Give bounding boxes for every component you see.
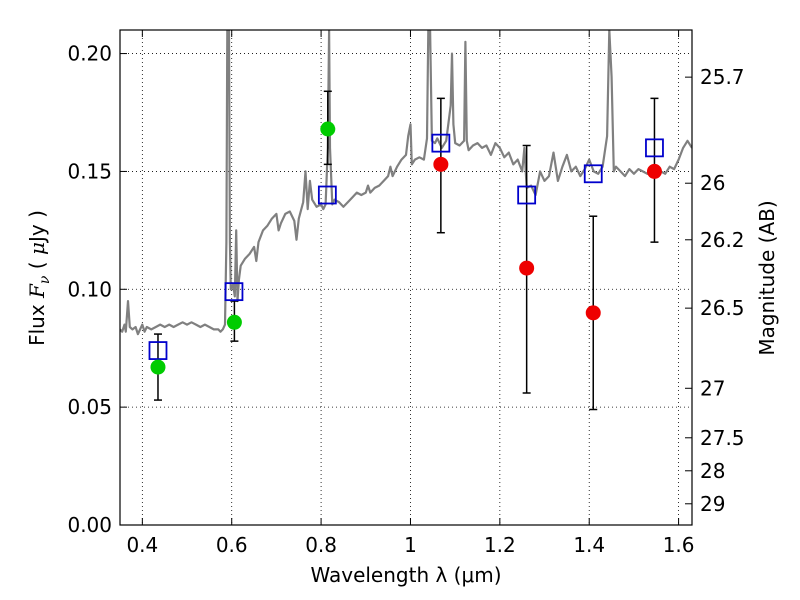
right-tick-label: 26.2 bbox=[700, 228, 745, 252]
model-square-point bbox=[148, 341, 168, 360]
x-axis-label: Wavelength λ (μm) bbox=[310, 563, 501, 587]
y-label-part-5: μ bbox=[25, 242, 49, 255]
right-tick-label: 25.7 bbox=[700, 65, 745, 89]
y-tick-label: 0.15 bbox=[67, 159, 112, 183]
plot-frame bbox=[119, 29, 693, 526]
spectrum-layer bbox=[120, 30, 692, 336]
red-data-point bbox=[519, 260, 535, 276]
y-tick-label: 0.10 bbox=[67, 277, 112, 301]
red-data-point bbox=[646, 163, 662, 179]
right-tick-label: 27 bbox=[700, 376, 725, 400]
y-label-part-4: ( bbox=[25, 255, 49, 276]
model-square-point bbox=[431, 133, 451, 153]
markers bbox=[148, 121, 664, 375]
model-square-point bbox=[317, 185, 337, 205]
model-square-point bbox=[224, 282, 244, 302]
spectrum-line bbox=[120, 30, 692, 336]
y-label-part-6: Jy ) bbox=[25, 210, 49, 244]
right-tick-label: 26 bbox=[700, 171, 725, 195]
green-data-point bbox=[320, 121, 336, 137]
red-data-point bbox=[433, 156, 449, 172]
y-label-part-1: Flux bbox=[25, 298, 49, 346]
model-square-point bbox=[583, 164, 603, 184]
right-tick-label: 29 bbox=[700, 492, 725, 516]
red-data-point bbox=[585, 305, 601, 321]
x-tick-label: 0.8 bbox=[305, 533, 337, 557]
green-data-point bbox=[226, 314, 242, 330]
right-tick-label: 26.5 bbox=[700, 296, 745, 320]
y-label-part-3: ν bbox=[37, 275, 53, 284]
x-tick-label: 1.6 bbox=[663, 533, 695, 557]
x-tick-label: 1 bbox=[404, 533, 417, 557]
y-label-part-2: F bbox=[25, 283, 49, 299]
x-tick-label: 1.4 bbox=[573, 533, 605, 557]
y-tick-label: 0.00 bbox=[67, 513, 112, 537]
right-tick-label: 28 bbox=[700, 459, 725, 483]
x-tick-label: 0.4 bbox=[126, 533, 158, 557]
model-square-point bbox=[645, 138, 664, 158]
right-tick-label: 27.5 bbox=[700, 426, 745, 450]
model-square-point bbox=[517, 185, 537, 205]
green-data-point bbox=[150, 359, 166, 375]
x-tick-label: 0.6 bbox=[216, 533, 248, 557]
y-tick-label: 0.20 bbox=[67, 42, 112, 66]
x-tick-label: 1.2 bbox=[484, 533, 516, 557]
y-axis-label: Flux Fν ( μJy ) bbox=[25, 210, 53, 346]
axis-ticks: 0.4 0.6 0.8 1 1.2 1.4 1.6 0.00 0.05 0.10 0.15 0.20 2… bbox=[67, 30, 745, 557]
y-tick-label: 0.05 bbox=[67, 395, 112, 419]
right-axis-label: Magnitude (AB) bbox=[755, 200, 779, 355]
